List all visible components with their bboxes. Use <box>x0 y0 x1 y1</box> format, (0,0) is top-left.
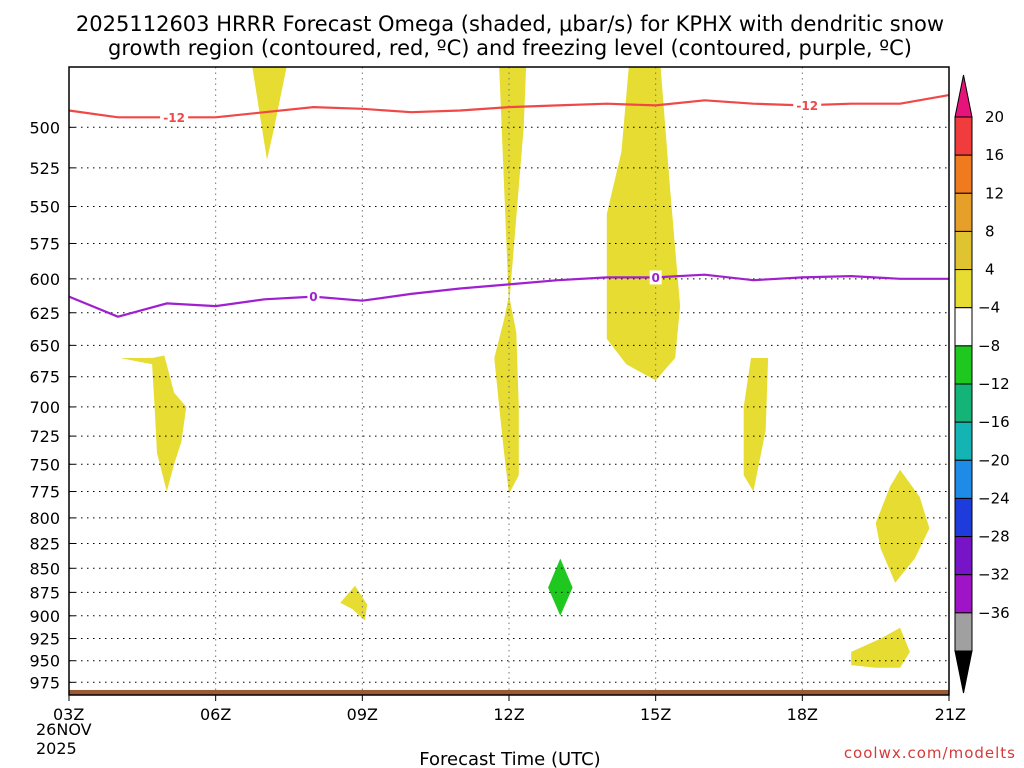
freezing-level-contour <box>68 273 949 318</box>
omega-shaded-region <box>494 295 519 494</box>
colorbar-segment <box>954 307 973 347</box>
site-credit: coolwx.com/modelts <box>844 744 1016 762</box>
omega-shaded-region <box>606 67 681 381</box>
x-axis-date-month: 26NOV <box>36 720 92 739</box>
colorbar-label: −4 <box>978 299 1000 317</box>
colorbar-segment <box>954 497 973 538</box>
contour-label: -12 <box>796 99 818 113</box>
colorbar-segment <box>954 116 973 156</box>
y-tick-label: 700 <box>29 398 60 417</box>
colorbar-top-extend <box>954 74 973 118</box>
omega-shaded-region <box>548 558 573 616</box>
y-axis-ticks: 500 525 550 575 600 625 650 675 700 725 750 775 800 8… <box>29 118 75 692</box>
y-tick-label: 650 <box>29 336 60 355</box>
x-axis-ticks: 03Z 06Z 09Z 12Z 15Z 18Z 21Z <box>53 695 966 724</box>
x-axis-title: Forecast Time (UTC) <box>419 749 600 768</box>
colorbar-label: 4 <box>985 261 995 279</box>
y-tick-label: 775 <box>29 483 60 502</box>
y-tick-label: 725 <box>29 427 60 446</box>
grid-lines <box>69 67 949 695</box>
x-tick-label: 09Z <box>347 705 378 724</box>
omega-shaded-region <box>851 627 910 668</box>
colorbar: 20 16 12 8 4 −4 −8 −12 −16 −20 −24 −28 −32 −36 <box>954 74 1010 694</box>
contour-label-bg <box>649 270 662 285</box>
colorbar-label: −8 <box>978 337 1000 355</box>
x-tick-label: 12Z <box>493 705 524 724</box>
colorbar-segment <box>954 536 973 576</box>
colorbar-segment <box>954 612 973 652</box>
y-tick-label: 600 <box>29 270 60 289</box>
colorbar-label: −16 <box>978 413 1010 431</box>
x-tick-label: 06Z <box>200 705 231 724</box>
chart-title-line2: growth region (contoured, red, ºC) and f… <box>108 36 912 60</box>
y-tick-label: 675 <box>29 368 60 387</box>
y-tick-label: 900 <box>29 607 60 626</box>
colorbar-segment <box>954 154 973 194</box>
y-tick-label: 550 <box>29 198 60 217</box>
colorbar-label: −12 <box>978 375 1010 393</box>
x-tick-label: 15Z <box>640 705 671 724</box>
y-tick-label: 825 <box>29 534 60 553</box>
colorbar-label: 8 <box>985 222 995 240</box>
contour-label: 0 <box>309 290 317 304</box>
y-tick-label: 625 <box>29 304 60 323</box>
colorbar-label: −28 <box>978 528 1010 546</box>
colorbar-segment <box>954 421 973 461</box>
colorbar-segment <box>954 383 973 423</box>
colorbar-segment <box>954 574 973 614</box>
y-tick-label: 850 <box>29 559 60 578</box>
colorbar-label: −20 <box>978 451 1010 469</box>
y-tick-label: 925 <box>29 630 60 649</box>
omega-shaded-region <box>499 67 527 307</box>
omega-shaded-region <box>120 355 187 492</box>
terrain-band <box>69 689 949 695</box>
omega-shading <box>120 67 930 668</box>
y-tick-label: 750 <box>29 455 60 474</box>
colorbar-label: −36 <box>978 604 1010 622</box>
terrain-band-fill <box>69 689 949 695</box>
omega-shaded-region <box>743 358 769 492</box>
chart-title-line1: 2025112603 HRRR Forecast Omega (shaded, … <box>76 12 944 36</box>
x-tick-label: 21Z <box>935 705 966 724</box>
y-tick-label: 875 <box>29 583 60 602</box>
colorbar-label: 20 <box>985 108 1004 126</box>
y-tick-label: 800 <box>29 509 60 528</box>
contour-label-bg <box>793 98 822 113</box>
x-axis-date-year: 2025 <box>36 739 77 758</box>
x-tick-label: 18Z <box>787 705 818 724</box>
y-tick-label: 525 <box>29 159 60 178</box>
y-tick-label: 975 <box>29 673 60 692</box>
x-tick-label: 03Z <box>53 705 84 724</box>
contour-label: 0 <box>651 271 659 285</box>
y-tick-label: 950 <box>29 652 60 671</box>
colorbar-bottom-extend <box>954 650 973 694</box>
omega-shaded-region <box>340 585 368 621</box>
y-tick-label: 575 <box>29 234 60 253</box>
colorbar-segment <box>954 230 973 271</box>
colorbar-label: 12 <box>985 184 1004 202</box>
colorbar-segment <box>954 459 973 499</box>
omega-shaded-region <box>875 469 930 583</box>
colorbar-label: −32 <box>978 566 1010 584</box>
colorbar-label: 16 <box>985 146 1004 164</box>
contour-labels: -12 -12 0 0 <box>160 98 822 304</box>
colorbar-segment <box>954 345 973 385</box>
contour-label-bg <box>307 289 320 304</box>
y-tick-label: 500 <box>29 118 60 137</box>
colorbar-segment <box>954 269 973 309</box>
omega-shaded-region <box>252 67 287 160</box>
contour-label-bg <box>160 110 189 125</box>
colorbar-segment <box>954 192 973 232</box>
colorbar-label: −24 <box>978 489 1010 507</box>
contour-label: -12 <box>163 111 185 125</box>
